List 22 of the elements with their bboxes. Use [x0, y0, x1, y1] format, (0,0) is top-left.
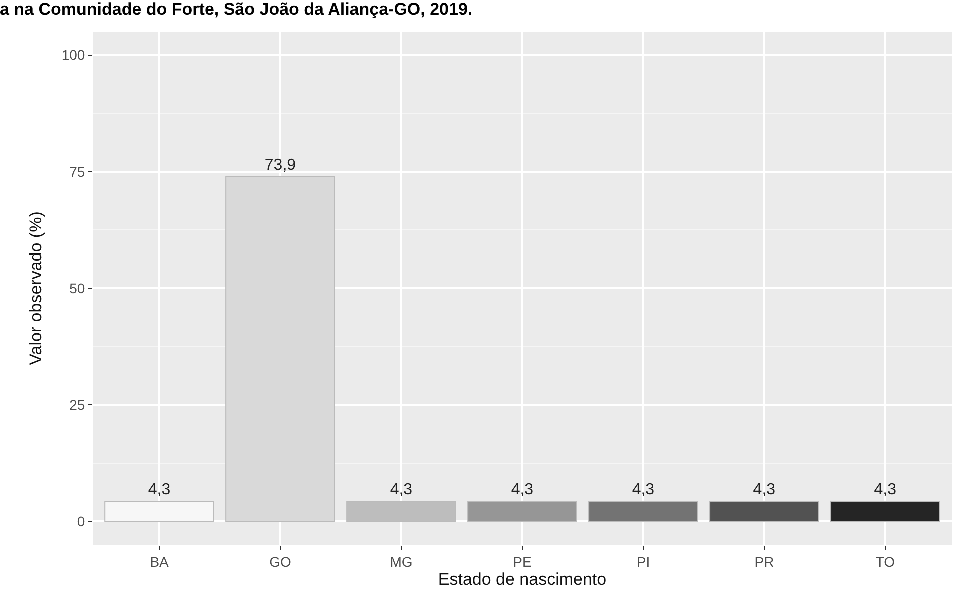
- data-label: 4,3: [874, 482, 897, 499]
- x-axis-title: Estado de nascimento: [438, 570, 607, 589]
- x-tick-label: GO: [270, 554, 292, 570]
- x-tick-label: PE: [513, 554, 532, 570]
- x-tick-label: PI: [636, 554, 650, 570]
- x-tick-label: TO: [876, 554, 896, 570]
- y-axis-title: Valor observado (%): [26, 212, 46, 366]
- y-tick-label: 25: [70, 396, 86, 413]
- y-tick-label: 50: [70, 280, 86, 296]
- data-label: 4,3: [511, 482, 534, 499]
- y-tick-label: 75: [70, 164, 86, 180]
- x-tick-label: PR: [754, 554, 774, 570]
- y-tick-label: 100: [62, 47, 86, 64]
- data-label: 4,3: [390, 482, 413, 499]
- data-label: 4,3: [148, 482, 171, 499]
- data-label: 4,3: [753, 482, 776, 499]
- chart-title: a na Comunidade do Forte, São João da Aliança-GO, 2019.: [0, 0, 473, 19]
- data-label: 4,3: [632, 482, 655, 499]
- x-tick-label: MG: [390, 554, 413, 570]
- x-tick-label: BA: [150, 554, 170, 570]
- y-tick-label: 0: [77, 514, 86, 530]
- data-label: 73,9: [264, 157, 296, 174]
